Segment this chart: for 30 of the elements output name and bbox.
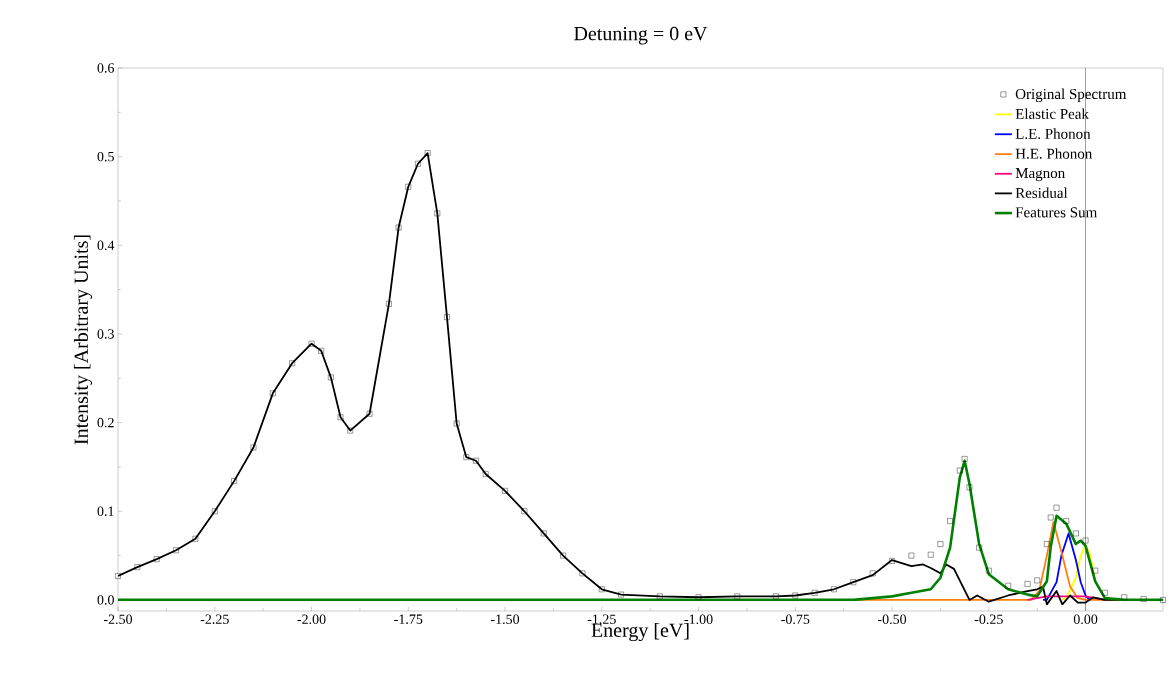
y-tick-label: 0.4 [97, 240, 115, 251]
legend-label: Magnon [1015, 168, 1065, 182]
x-tick-label: -2.50 [103, 614, 133, 625]
x-tick-label: -0.25 [974, 614, 1003, 625]
chart-title: Detuning = 0 eV [574, 26, 708, 45]
legend-label: Features Sum [1015, 207, 1098, 218]
legend-label: Original Spectrum [1015, 88, 1127, 103]
x-tick-label: 0.00 [1073, 614, 1098, 625]
y-axis-title: Intensity [Arbitrary Units] [73, 235, 93, 445]
y-tick-label: 0.5 [97, 151, 114, 162]
x-tick-label: -0.75 [781, 614, 810, 625]
y-tick-label: 0.6 [97, 63, 115, 73]
y-tick-label: 0.0 [97, 595, 114, 605]
x-tick-label: -1.25 [587, 614, 616, 625]
x-axis-title: Energy [eV] [591, 622, 689, 642]
x-tick-label: -2.00 [297, 614, 326, 625]
x-tick-label: -1.00 [684, 614, 713, 625]
x-tick-label: -0.50 [877, 614, 907, 625]
legend-label: Residual [1015, 187, 1068, 198]
legend-label: Elastic Peak [1015, 108, 1089, 119]
x-tick-label: -2.25 [200, 614, 229, 625]
x-tick-label: -1.75 [394, 614, 423, 624]
y-tick-label: 0.3 [97, 329, 114, 339]
y-tick-label: 0.1 [97, 506, 114, 517]
y-tick-label: 0.2 [97, 417, 114, 428]
x-tick-label: -1.50 [490, 614, 520, 625]
line-series [1042, 532, 1091, 601]
line-series [118, 459, 1163, 602]
legend-label: L.E. Phonon [1015, 128, 1091, 139]
legend-label: H.E. Phonon [1015, 148, 1093, 159]
